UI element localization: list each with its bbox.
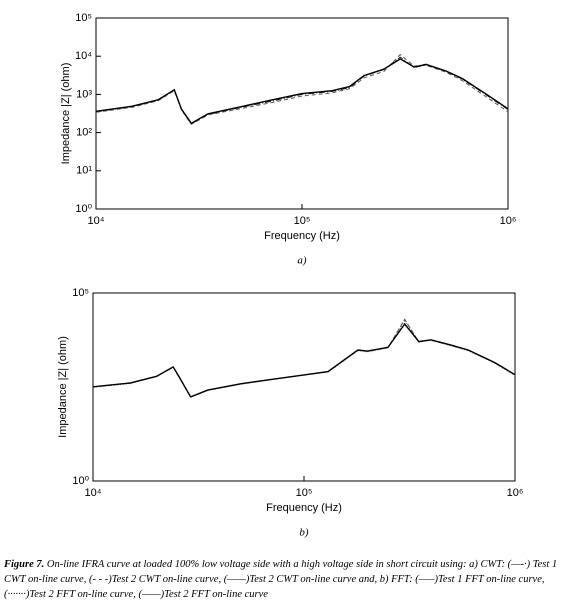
y-axis-label: Impedance |Z| (ohm) — [57, 336, 69, 438]
y-tick-label: 10⁵ — [72, 287, 89, 299]
plot-frame — [95, 17, 509, 210]
caption: Figure 7. On-line IFRA curve at loaded 1… — [4, 557, 576, 602]
x-tick-label: 10⁶ — [507, 487, 524, 499]
series-line — [95, 56, 509, 125]
series-line — [92, 318, 516, 398]
series-line — [92, 320, 516, 398]
series-line — [95, 58, 509, 125]
y-tick-label: 10¹ — [76, 165, 92, 177]
y-axis-label: Impedance |Z| (ohm) — [60, 63, 72, 165]
panel-label: b) — [299, 527, 309, 539]
x-tick-label: 10⁵ — [296, 487, 313, 499]
series-line — [95, 53, 509, 125]
caption-text: On-line IFRA curve at loaded 100% low vo… — [4, 559, 558, 600]
y-tick-label: 10⁰ — [72, 475, 89, 487]
caption-label: Figure 7. — [4, 559, 45, 570]
x-axis-label: Frequency (Hz) — [264, 230, 340, 242]
series-line — [92, 322, 516, 398]
x-tick-label: 10⁴ — [85, 487, 102, 499]
x-tick-label: 10⁶ — [500, 215, 517, 227]
plot-frame — [92, 292, 516, 482]
x-tick-label: 10⁴ — [88, 215, 105, 227]
panel-label: a) — [297, 255, 307, 267]
y-tick-label: 10³ — [76, 88, 92, 100]
y-tick-label: 10⁰ — [75, 203, 92, 215]
y-tick-label: 10⁵ — [75, 12, 92, 24]
x-axis-label: Frequency (Hz) — [266, 502, 342, 514]
y-tick-label: 10² — [76, 127, 92, 139]
x-tick-label: 10⁵ — [294, 215, 311, 227]
figure: 10⁴ 10⁵ 10⁶ 10⁰ 10¹ 10² 10³ 10⁴ 10⁵ Frequency (Hz… — [57, 12, 524, 539]
y-tick-label: 10⁴ — [75, 50, 92, 62]
